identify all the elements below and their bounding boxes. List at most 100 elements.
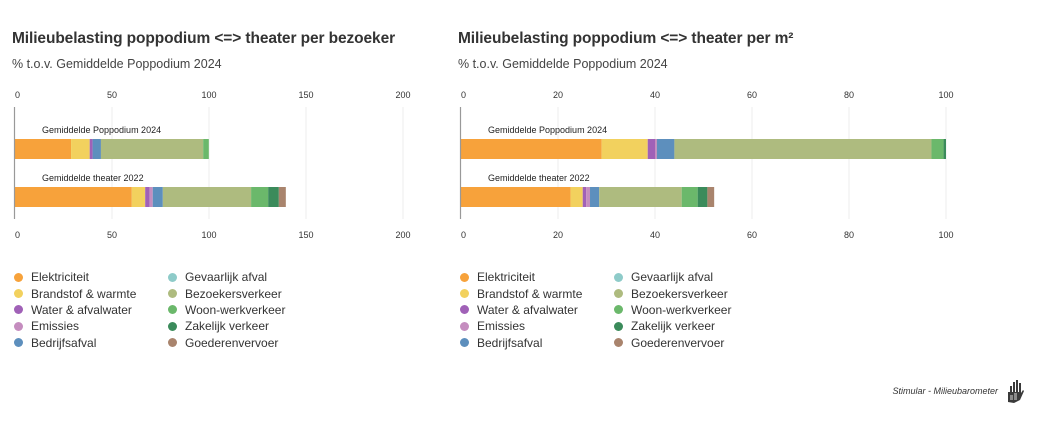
legend-label: Bezoekersverkeer	[185, 286, 282, 301]
x-tick-label-top: 100	[938, 90, 953, 100]
legend-swatch-icon	[168, 321, 177, 331]
bar-segment-bedrijfsafval[interactable]	[656, 139, 675, 159]
legend-column: Elektriciteit Brandstof & warmte Water & a…	[458, 269, 582, 351]
legend-item[interactable]: Bezoekersverkeer	[166, 285, 285, 301]
legend-item[interactable]: Water & afvalwater	[12, 302, 136, 318]
x-tick-label-top: 50	[107, 90, 117, 100]
bar-segment-brandstof-warmte[interactable]	[131, 187, 146, 207]
legend-swatch-icon	[14, 272, 23, 282]
category-label: Gemiddelde theater 2022	[42, 173, 144, 183]
legend-item[interactable]: Brandstof & warmte	[12, 285, 136, 301]
legend-swatch-icon	[614, 321, 623, 331]
bar-segment-bezoekersverkeer[interactable]	[100, 139, 204, 159]
x-tick-label-top: 0	[461, 90, 466, 100]
legend-swatch-icon	[14, 289, 23, 299]
x-tick-label-bottom: 200	[395, 230, 410, 240]
legend-label: Brandstof & warmte	[477, 286, 583, 301]
legend-item[interactable]: Emissies	[12, 318, 136, 334]
x-tick-label-top: 100	[201, 90, 216, 100]
category-label: Gemiddelde Poppodium 2024	[42, 125, 161, 135]
x-tick-label-top: 40	[650, 90, 660, 100]
bar-segment-bedrijfsafval[interactable]	[152, 187, 163, 207]
x-tick-label-bottom: 0	[461, 230, 466, 240]
legend-swatch-icon	[460, 305, 469, 315]
x-tick-label-bottom: 20	[553, 230, 563, 240]
x-tick-label-bottom: 80	[844, 230, 854, 240]
bar-segment-woon-werkverkeer[interactable]	[203, 139, 209, 159]
chart-subtitle: % t.o.v. Gemiddelde Poppodium 2024	[12, 57, 222, 71]
bar-segment-woon-werkverkeer[interactable]	[681, 187, 698, 207]
bar-segment-water-afvalwater[interactable]	[89, 139, 93, 159]
x-tick-label-bottom: 150	[298, 230, 313, 240]
bar-segment-elektriciteit[interactable]	[15, 187, 132, 207]
chart-title: Milieubelasting poppodium <=> theater pe…	[458, 30, 794, 47]
bar-segment-brandstof-warmte[interactable]	[601, 139, 648, 159]
x-tick-label-top: 60	[747, 90, 757, 100]
bar-segment-woon-werkverkeer[interactable]	[931, 139, 944, 159]
legend-item[interactable]: Woon-werkverkeer	[166, 302, 285, 318]
legend-item[interactable]: Elektriciteit	[12, 269, 136, 285]
bar-segment-bezoekersverkeer[interactable]	[162, 187, 252, 207]
legend-label: Water & afvalwater	[477, 302, 578, 317]
legend-item[interactable]: Bezoekersverkeer	[612, 285, 731, 301]
bar-segment-zakelijk-verkeer[interactable]	[943, 139, 946, 159]
x-tick-label-bottom: 100	[938, 230, 953, 240]
bar-segment-goederenvervoer[interactable]	[707, 187, 715, 207]
legend-swatch-icon	[168, 305, 177, 315]
legend-item[interactable]: Woon-werkverkeer	[612, 302, 731, 318]
bar-segment-brandstof-warmte[interactable]	[71, 139, 90, 159]
legend-label: Bedrijfsafval	[477, 335, 543, 350]
bar-segment-bezoekersverkeer[interactable]	[674, 139, 932, 159]
legend-swatch-icon	[460, 289, 469, 299]
bar-segment-bedrijfsafval[interactable]	[92, 139, 101, 159]
bar-segment-bezoekersverkeer[interactable]	[599, 187, 682, 207]
chart-panel-per-bezoeker: Milieubelasting poppodium <=> theater pe…	[0, 0, 440, 370]
legend-item[interactable]: Water & afvalwater	[458, 302, 582, 318]
legend-swatch-icon	[168, 338, 177, 348]
bar-segment-water-afvalwater[interactable]	[582, 187, 587, 207]
legend-swatch-icon	[14, 338, 23, 348]
legend-item[interactable]: Gevaarlijk afval	[612, 269, 731, 285]
category-label: Gemiddelde theater 2022	[488, 173, 590, 183]
x-tick-label-bottom: 100	[201, 230, 216, 240]
legend-item[interactable]: Goederenvervoer	[612, 335, 731, 351]
legend-item[interactable]: Brandstof & warmte	[458, 285, 582, 301]
legend-item[interactable]: Bedrijfsafval	[458, 335, 582, 351]
x-tick-label-top: 0	[15, 90, 20, 100]
legend-item[interactable]: Gevaarlijk afval	[166, 269, 285, 285]
hand-chart-icon	[1008, 380, 1024, 403]
legend-label: Emissies	[477, 319, 526, 334]
bar-segment-bedrijfsafval[interactable]	[590, 187, 600, 207]
legend-item[interactable]: Bedrijfsafval	[12, 335, 136, 351]
bar-segment-zakelijk-verkeer[interactable]	[697, 187, 708, 207]
legend-item[interactable]: Emissies	[458, 318, 582, 334]
legend-item[interactable]: Zakelijk verkeer	[612, 318, 731, 334]
chart-plot: 0 0 50 50 100 100 150 150 200 200 Gemiddelde Poppo…	[13, 90, 411, 240]
chart-plot: 0 0 20 20 40 40 60 60 80 80 100 100 Gemiddelde Poppo…	[459, 90, 954, 240]
bar-segment-water-afvalwater[interactable]	[647, 139, 655, 159]
bar-segment-water-afvalwater[interactable]	[145, 187, 150, 207]
chart-panel-per-m2: Milieubelasting poppodium <=> theater pe…	[446, 0, 954, 370]
chart-title: Milieubelasting poppodium <=> theater pe…	[12, 30, 396, 47]
bar-segment-emissies[interactable]	[655, 139, 657, 159]
bar-segment-elektriciteit[interactable]	[461, 187, 571, 207]
bar-segment-emissies[interactable]	[149, 187, 153, 207]
bar-segment-elektriciteit[interactable]	[15, 139, 72, 159]
bar-segment-elektriciteit[interactable]	[461, 139, 602, 159]
legend-label: Goederenvervoer	[185, 335, 279, 350]
legend-swatch-icon	[168, 289, 177, 299]
legend-swatch-icon	[614, 289, 623, 299]
legend-item[interactable]: Goederenvervoer	[166, 335, 285, 351]
bar-segment-zakelijk-verkeer[interactable]	[268, 187, 279, 207]
bar-segment-woon-werkverkeer[interactable]	[251, 187, 269, 207]
bar-segment-emissies[interactable]	[586, 187, 591, 207]
legend-label: Goederenvervoer	[631, 335, 725, 350]
bar-segment-brandstof-warmte[interactable]	[570, 187, 583, 207]
x-tick-label-top: 200	[395, 90, 410, 100]
legend-swatch-icon	[460, 272, 469, 282]
legend-label: Bedrijfsafval	[31, 335, 97, 350]
x-tick-label-top: 20	[553, 90, 563, 100]
legend-item[interactable]: Elektriciteit	[458, 269, 582, 285]
bar-segment-goederenvervoer[interactable]	[278, 187, 286, 207]
legend-item[interactable]: Zakelijk verkeer	[166, 318, 285, 334]
